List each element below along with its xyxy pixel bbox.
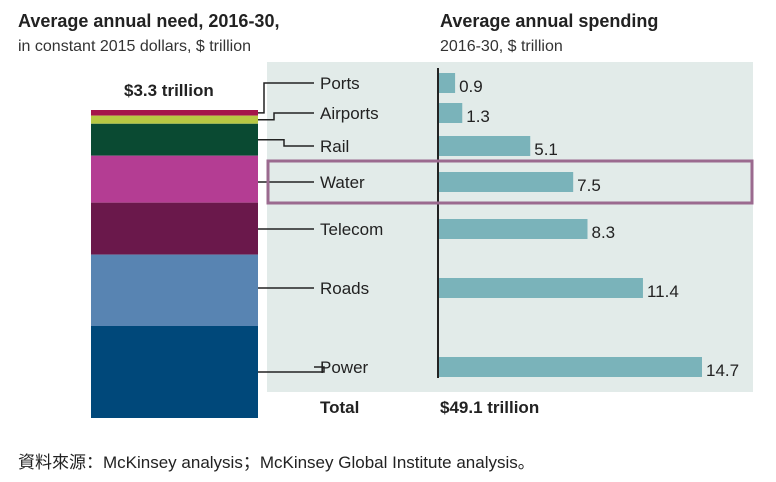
category-label-telecom: Telecom <box>320 220 383 239</box>
bar-roads <box>439 278 643 298</box>
category-label-ports: Ports <box>320 74 360 93</box>
leader-line-power <box>258 366 325 373</box>
chart-canvas: PortsAirportsRailWaterTelecomRoadsPower … <box>91 62 754 418</box>
stack-segment-roads <box>91 254 258 326</box>
right-chart-title: Average annual spending <box>440 11 659 31</box>
leader-line-ports <box>258 82 314 114</box>
total-label: Total <box>320 398 360 417</box>
leader-line-airports <box>258 112 314 121</box>
leader-line-rail <box>258 138 314 147</box>
bar-ports <box>439 73 456 93</box>
value-label-ports: 0.9 <box>459 77 483 96</box>
category-label-roads: Roads <box>320 279 369 298</box>
stack-total-label: $3.3 trillion <box>124 81 214 100</box>
bar-power <box>439 357 702 377</box>
left-chart-title: Average annual need, 2016-30, <box>18 11 280 31</box>
bar-airports <box>439 103 463 123</box>
bar-water <box>439 172 574 192</box>
stack-segment-power <box>91 325 258 418</box>
total-value: $49.1 trillion <box>440 398 540 417</box>
value-label-roads: 11.4 <box>647 282 679 301</box>
category-label-rail: Rail <box>320 137 349 156</box>
source-note: 資料來源：McKinsey analysis；McKinsey Global I… <box>18 453 535 472</box>
value-label-rail: 5.1 <box>534 140 558 159</box>
value-label-telecom: 8.3 <box>591 223 615 242</box>
category-label-water: Water <box>320 173 365 192</box>
category-label-airports: Airports <box>320 104 379 123</box>
stack-segment-ports <box>91 110 258 116</box>
right-chart-subtitle: 2016-30, $ trillion <box>440 38 563 55</box>
bar-telecom <box>439 219 588 239</box>
left-chart-subtitle: in constant 2015 dollars, $ trillion <box>18 38 252 55</box>
stack-segment-airports <box>91 115 258 124</box>
value-label-water: 7.5 <box>577 176 601 195</box>
value-label-power: 14.7 <box>706 361 739 380</box>
stack-segment-water <box>91 155 258 203</box>
highlight-box-water <box>266 159 754 205</box>
value-label-airports: 1.3 <box>466 107 490 126</box>
stack-segment-telecom <box>91 202 258 255</box>
category-label-power: Power <box>320 358 369 377</box>
stack-segment-rail <box>91 123 258 156</box>
bar-rail <box>439 136 531 156</box>
